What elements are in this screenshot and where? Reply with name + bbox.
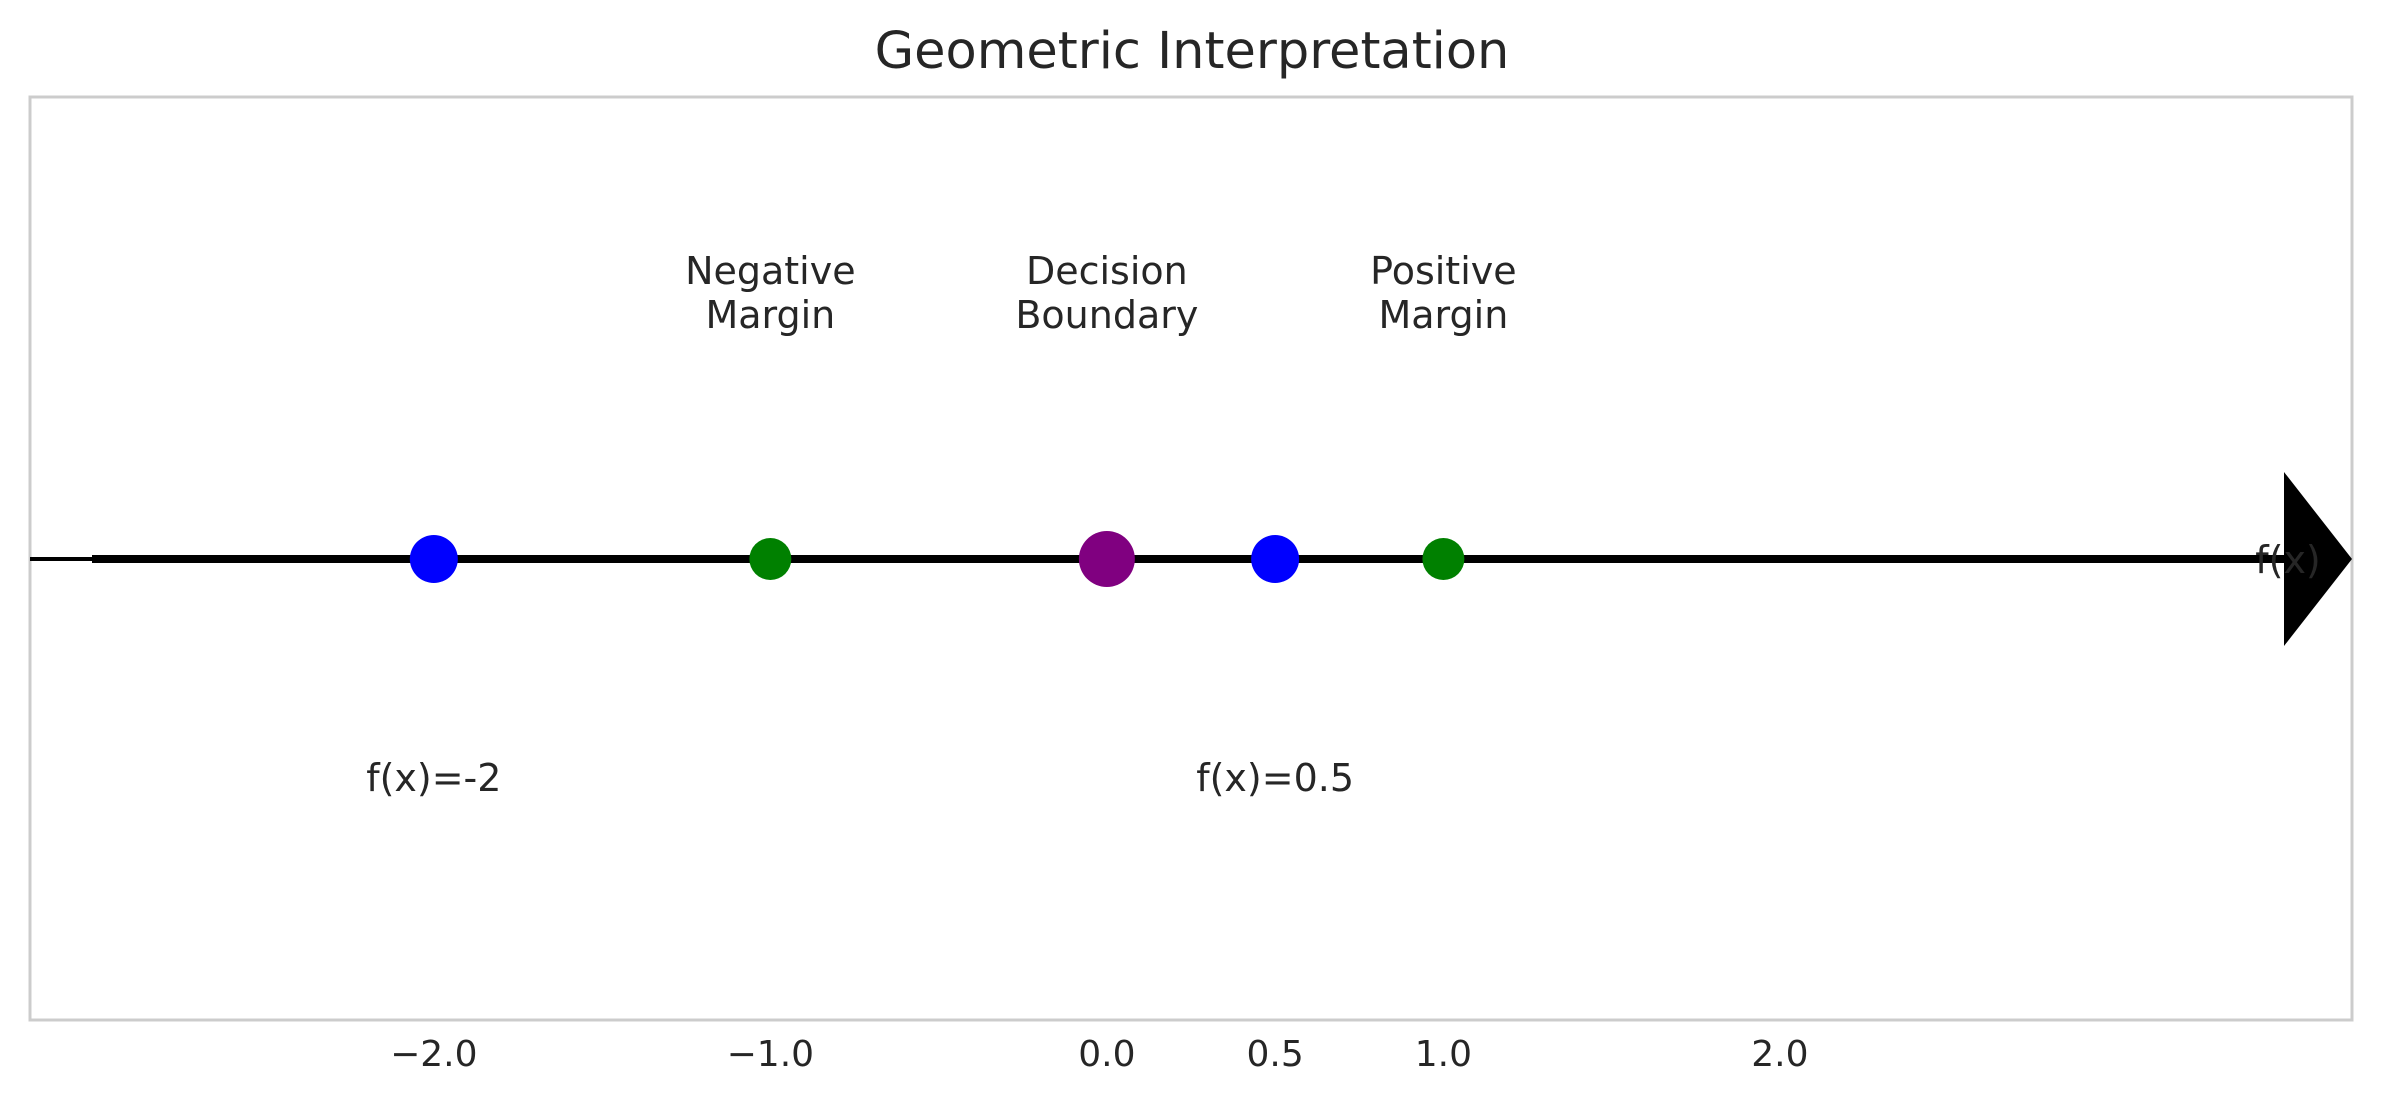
x-tick-label: −1.0	[727, 1034, 814, 1075]
data-point	[1251, 535, 1300, 583]
axis-arrow-label: f(x)	[2255, 538, 2321, 582]
annotation-above-line: Decision	[1026, 249, 1188, 293]
x-tick-label: 2.0	[1751, 1034, 1808, 1075]
x-tick-label: −2.0	[390, 1034, 477, 1075]
x-tick-labels: −2.0 −1.0 0.0 0.5 1.0 2.0	[390, 1034, 1808, 1075]
annotation-below: f(x)=0.5	[1196, 756, 1354, 800]
data-point	[1422, 538, 1465, 580]
data-point	[409, 535, 458, 583]
x-tick-label: 1.0	[1415, 1034, 1472, 1075]
data-point	[749, 538, 792, 580]
chart-title: Geometric Interpretation	[875, 22, 1510, 81]
number-line-axis: f(x)	[30, 472, 2352, 646]
annotations: NegativeMarginDecisionBoundaryPositiveMa…	[366, 249, 1516, 800]
annotation-above-line: Negative	[685, 249, 856, 293]
axis-arrowhead	[2284, 472, 2352, 646]
annotation-above-line: Boundary	[1015, 293, 1198, 337]
annotation-above-line: Positive	[1370, 249, 1517, 293]
data-point	[1078, 531, 1135, 587]
annotation-above-line: Margin	[705, 293, 835, 337]
annotation-above-line: Margin	[1378, 293, 1508, 337]
x-tick-label: 0.0	[1078, 1034, 1135, 1075]
data-points	[409, 531, 1465, 587]
x-tick-label: 0.5	[1246, 1034, 1303, 1075]
annotation-below: f(x)=-2	[366, 756, 501, 800]
